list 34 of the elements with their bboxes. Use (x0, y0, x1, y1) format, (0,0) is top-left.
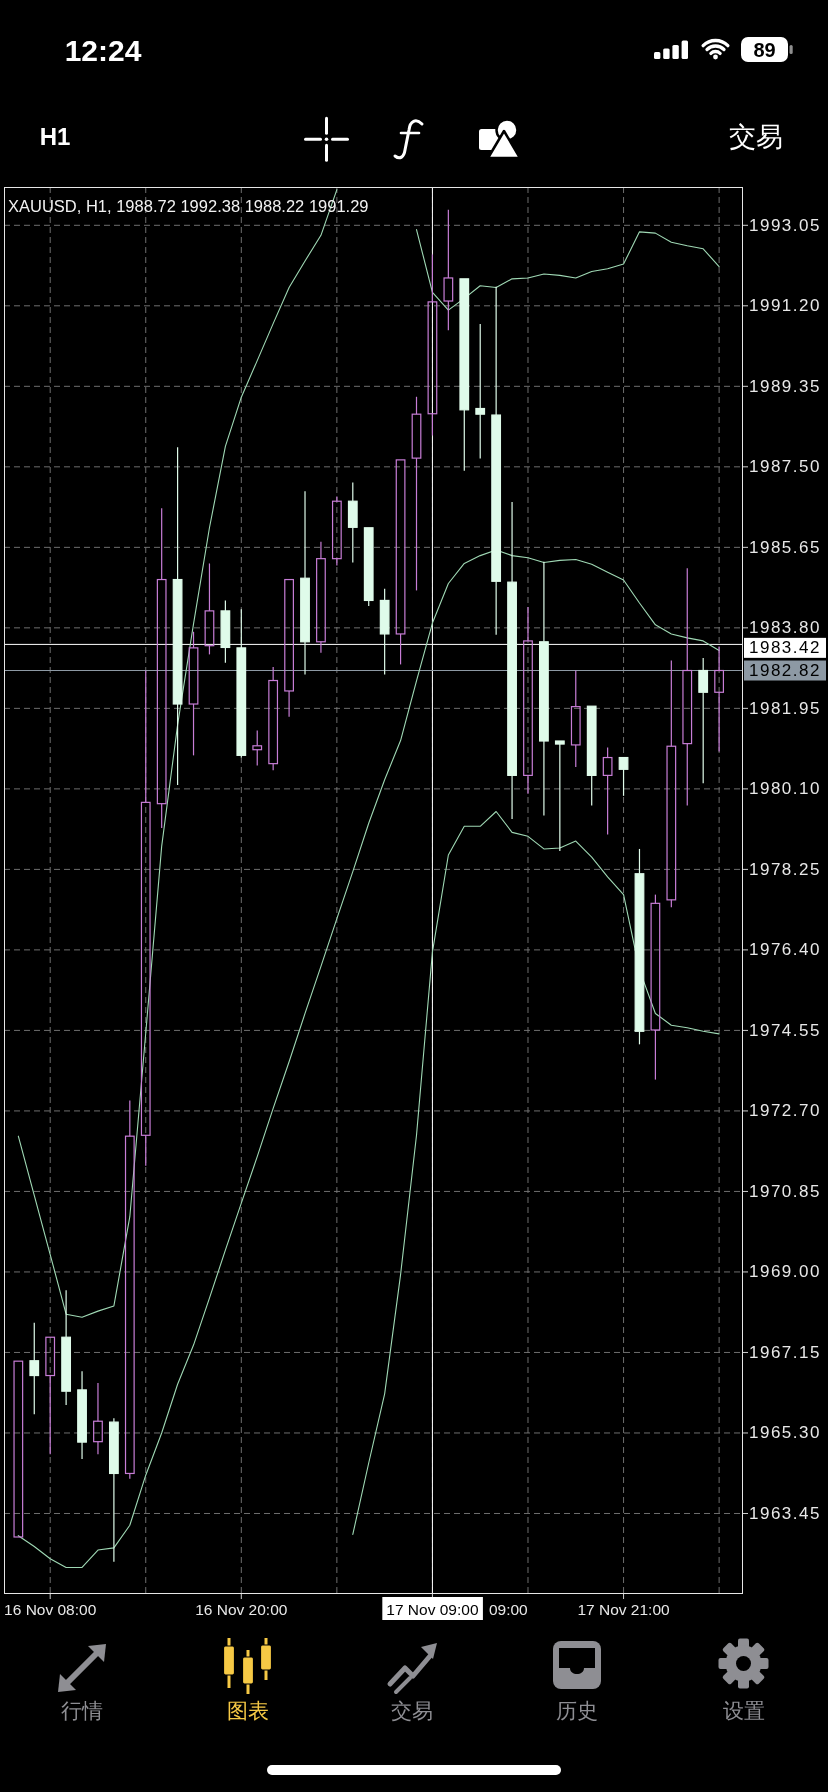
x-tick-label: 16 Nov 20:00 (195, 1600, 288, 1618)
x-tick-label: 17 Nov 21:00 (577, 1600, 670, 1618)
y-tick-label: 1980.10 (749, 779, 821, 799)
annotation: H1 (39, 122, 71, 150)
annotation: 89 (753, 39, 776, 61)
y-tick-label: 1967.15 (749, 1342, 821, 1362)
y-tick-label: 1991.20 (749, 296, 821, 316)
y-tick-label: 1983.80 (749, 618, 821, 638)
y-tick-label: 1965.30 (749, 1423, 821, 1443)
y-tick-label: 1972.70 (749, 1101, 821, 1121)
y-tick-label: 1987.50 (749, 457, 821, 477)
y-tick-label: 1989.35 (749, 376, 821, 396)
x-tick-label: 16 Nov 08:00 (4, 1600, 97, 1618)
annotation: 图表 (227, 1698, 269, 1722)
annotation: 09:00 (488, 1600, 528, 1618)
y-tick-label: 1976.40 (749, 940, 821, 960)
y-tick-label: 1974.55 (749, 1020, 821, 1040)
annotation: 交易 (391, 1698, 433, 1722)
annotation: 12:24 (64, 33, 142, 67)
y-tick-label: 1963.45 (749, 1504, 821, 1523)
y-tick-label: 1969.00 (749, 1262, 821, 1282)
annotation: 行情 (61, 1698, 103, 1722)
y-tick-label: 1978.25 (749, 859, 821, 879)
y-tick-label: 1993.05 (749, 215, 821, 235)
y-tick-label: 1970.85 (749, 1181, 821, 1201)
ref-label: 1983.42 (749, 638, 821, 658)
annotation: 历史 (556, 1698, 598, 1722)
annotation: 设置 (722, 1698, 765, 1722)
y-tick-label: 1981.95 (749, 698, 821, 718)
x-tick-label: 17 Nov 09:00 (386, 1600, 479, 1618)
ref-label: 1982.82 (749, 661, 821, 680)
y-tick-label: 1985.65 (749, 537, 821, 557)
title: XAUUSD, H1, 1988.72 1992.38 1988.22 1991.29 (8, 197, 369, 215)
annotation: 交易 (729, 122, 783, 152)
